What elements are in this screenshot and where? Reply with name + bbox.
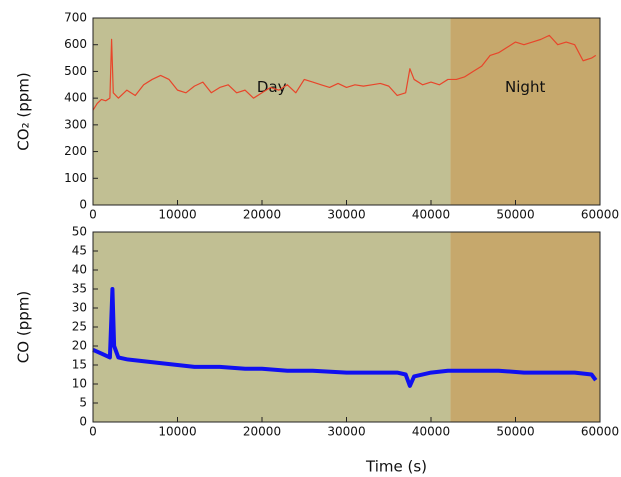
data-line [92, 287, 598, 388]
y-tick-label: 500 [64, 64, 87, 78]
y-axis-label: CO₂ (ppm) [15, 72, 33, 150]
x-tick-label: 30000 [327, 208, 365, 222]
x-tick-label: 30000 [327, 425, 365, 439]
y-tick-label: 40 [72, 263, 87, 277]
x-tick-label: 60000 [581, 425, 619, 439]
y-tick-label: 30 [72, 301, 87, 315]
region [93, 18, 451, 205]
x-tick-label: 50000 [496, 208, 534, 222]
x-axis-label: Time (s) [365, 458, 427, 476]
y-tick-label: 200 [64, 144, 87, 158]
region-label: Night [505, 78, 545, 96]
y-axis-label: CO (ppm) [15, 291, 33, 363]
y-tick-label: 100 [64, 171, 87, 185]
region [450, 232, 600, 422]
y-tick-label: 25 [72, 320, 87, 334]
y-tick-label: 0 [79, 198, 87, 212]
x-tick-label: 20000 [243, 425, 281, 439]
x-tick-label: 0 [89, 425, 97, 439]
y-tick-label: 400 [64, 91, 87, 105]
region [93, 232, 451, 422]
y-tick-label: 700 [64, 11, 87, 25]
x-tick-label: 10000 [158, 425, 196, 439]
data-line [92, 34, 597, 111]
y-tick-label: 10 [72, 377, 87, 391]
y-tick-label: 300 [64, 117, 87, 131]
y-tick-label: 35 [72, 282, 87, 296]
x-tick-label: 0 [89, 208, 97, 222]
x-tick-label: 10000 [158, 208, 196, 222]
x-tick-label: 40000 [412, 208, 450, 222]
x-tick-label: 50000 [496, 425, 534, 439]
y-tick-label: 45 [72, 244, 87, 258]
x-tick-label: 20000 [243, 208, 281, 222]
y-tick-label: 50 [72, 225, 87, 239]
y-tick-label: 600 [64, 37, 87, 51]
y-tick-label: 0 [79, 415, 87, 429]
y-tick-label: 5 [79, 396, 87, 410]
x-tick-label: 60000 [581, 208, 619, 222]
y-tick-label: 20 [72, 339, 87, 353]
y-tick-label: 15 [72, 358, 87, 372]
region [450, 18, 600, 205]
x-tick-label: 40000 [412, 425, 450, 439]
